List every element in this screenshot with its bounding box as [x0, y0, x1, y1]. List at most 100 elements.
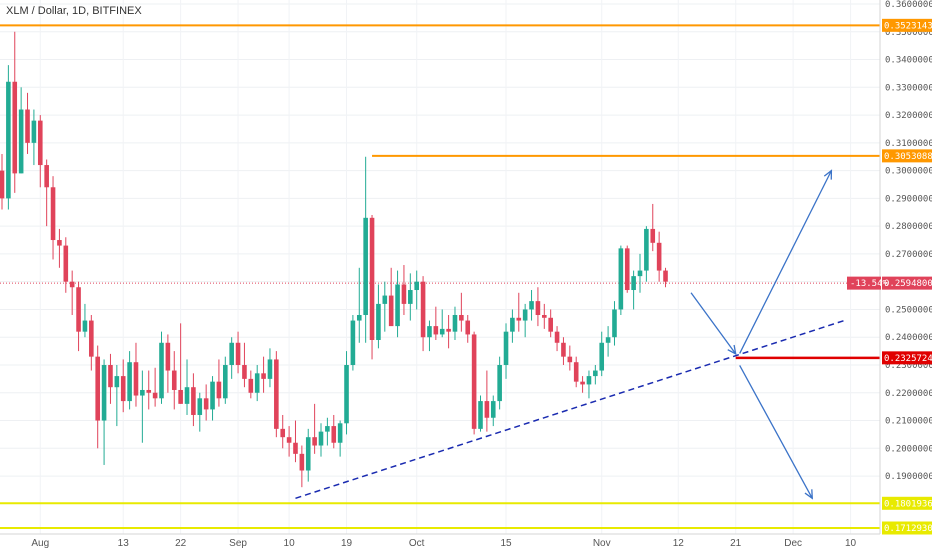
price-badge-support-lower: 0.17129303 [882, 521, 932, 535]
candle-body [69, 281, 75, 288]
candle-body [618, 248, 624, 310]
candle-body [12, 81, 18, 174]
candle [644, 226, 649, 282]
candle [146, 370, 152, 410]
candle [356, 267, 362, 343]
candle-body [267, 359, 273, 379]
candle [210, 376, 215, 421]
candle-body [184, 387, 190, 404]
candle-body [191, 387, 196, 415]
candle-body [433, 326, 439, 335]
candle [286, 426, 292, 457]
candle-body [529, 301, 534, 310]
candle-body [612, 309, 617, 338]
candle [12, 31, 18, 193]
candle-body [414, 281, 419, 291]
candle-body [89, 320, 94, 357]
candle-body [274, 359, 279, 429]
candle [631, 270, 636, 310]
candle [586, 370, 592, 399]
candle [25, 92, 30, 154]
candle [127, 351, 132, 410]
annotations [295, 169, 845, 500]
candle-body [254, 373, 260, 393]
candle-body [82, 320, 88, 332]
candle [267, 348, 273, 388]
candle-body [331, 426, 337, 443]
candle [223, 356, 228, 404]
candle [178, 323, 183, 404]
candle-body [305, 437, 311, 471]
price-axis-background [880, 0, 932, 550]
candle-body [382, 295, 388, 304]
candle-body [25, 109, 30, 143]
candle-body [561, 342, 566, 357]
candle-body [401, 284, 407, 304]
candle-body [624, 248, 630, 291]
candle [593, 364, 598, 385]
candle-body [388, 295, 394, 327]
candle [235, 331, 241, 374]
candle [63, 237, 69, 293]
candle-body [50, 187, 56, 241]
price-change-badge: -13.54% [847, 276, 889, 290]
price-badge-resistance-upper-box [882, 18, 932, 32]
projection-arrow-down [739, 365, 813, 499]
price-badge-support-lower-label: 0.17129303 [884, 524, 932, 534]
candle-body [18, 109, 24, 174]
projection-arrow-up-head [823, 169, 833, 180]
candle [535, 287, 541, 327]
candle-body [593, 370, 598, 377]
candle-body [446, 328, 451, 332]
candle-body [644, 228, 649, 271]
candle-body [318, 431, 324, 446]
candles [0, 31, 668, 488]
candle [344, 351, 349, 435]
candle [254, 364, 260, 402]
candle-body [299, 453, 305, 471]
candle-body [31, 120, 37, 143]
candle [401, 265, 407, 316]
candle [542, 303, 547, 329]
price-badge-last-box [882, 276, 932, 290]
candle [439, 309, 445, 338]
candle [318, 423, 324, 457]
candle-body [6, 81, 11, 199]
time-tick-label: Aug [31, 538, 49, 549]
candle [101, 359, 107, 465]
candle-body [146, 389, 152, 393]
price-badge-support-upper-box [882, 496, 932, 510]
price-badge-resistance-lower-label: 0.30530888 [884, 152, 932, 162]
candle [242, 342, 247, 388]
candle [516, 292, 522, 332]
candle-body [580, 381, 585, 385]
candle [261, 356, 266, 393]
time-axis: Aug 13 22 Sep 10 19 Oct 15 Nov 12 21 Dec 10 [0, 533, 880, 549]
candle-body [637, 270, 643, 277]
candle-body [312, 437, 317, 446]
candle [376, 284, 381, 349]
candle [229, 337, 234, 379]
candle-body [484, 401, 490, 418]
candle [108, 353, 113, 404]
candle [382, 281, 388, 332]
candle [618, 245, 624, 316]
candle-body [178, 389, 183, 404]
candle [663, 267, 668, 288]
price-badge-pivot-box [882, 351, 932, 365]
candle-body [37, 120, 43, 166]
candle-body [395, 284, 400, 327]
candle [599, 331, 605, 377]
candle-body [427, 326, 432, 338]
candle [465, 315, 471, 343]
candle [0, 153, 5, 210]
candle [6, 65, 11, 210]
